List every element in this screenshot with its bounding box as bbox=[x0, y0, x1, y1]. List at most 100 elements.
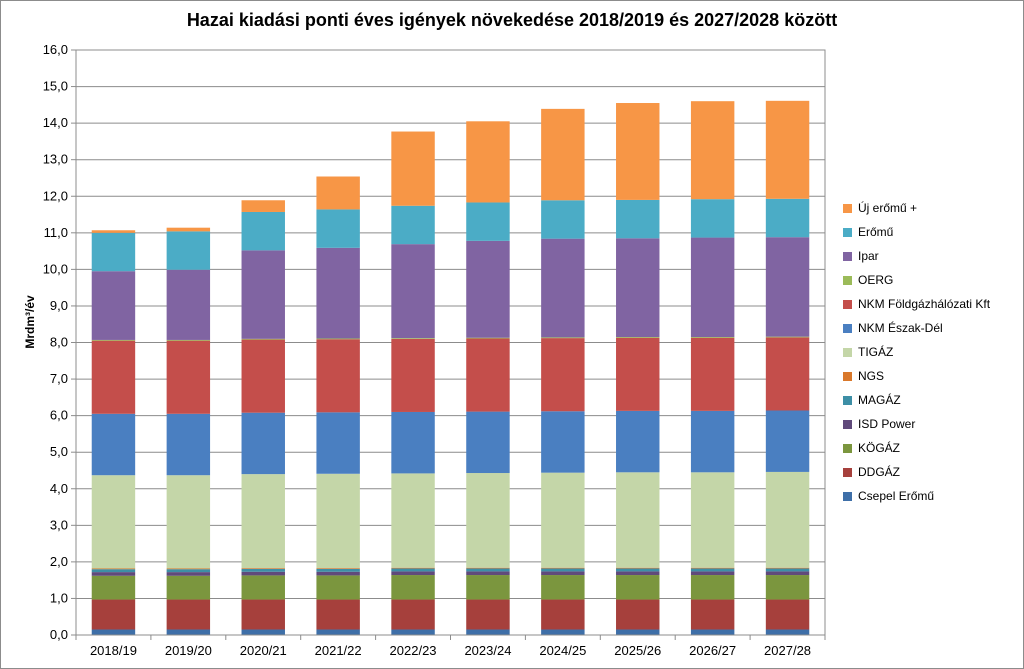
bar-segment bbox=[541, 108, 585, 201]
bar-segment bbox=[166, 575, 211, 600]
bar-segment bbox=[166, 340, 211, 414]
y-tick-label: 13,0 bbox=[43, 152, 68, 167]
bar-segment bbox=[241, 629, 285, 635]
x-tick-label: 2018/19 bbox=[90, 643, 137, 658]
y-tick-label: 15,0 bbox=[43, 79, 68, 94]
bar-segment bbox=[466, 240, 510, 338]
legend-label: MAGÁZ bbox=[858, 393, 901, 407]
y-tick-label: 3,0 bbox=[50, 517, 68, 532]
bar-segment bbox=[91, 271, 136, 340]
bar-segment bbox=[765, 237, 810, 337]
bar-segment bbox=[166, 569, 211, 573]
bar-segment bbox=[765, 575, 810, 600]
bar-segment bbox=[166, 269, 211, 340]
x-tick-label: 2027/28 bbox=[764, 643, 811, 658]
bar-segment bbox=[241, 474, 285, 569]
y-tick-label: 9,0 bbox=[50, 298, 68, 313]
y-tick-label: 10,0 bbox=[43, 261, 68, 276]
legend-swatch bbox=[843, 347, 852, 357]
bar-segment bbox=[466, 202, 510, 241]
bar-segment bbox=[166, 475, 211, 569]
bar-segment bbox=[91, 575, 136, 600]
bar-segment bbox=[616, 103, 660, 200]
bar-segment bbox=[391, 131, 435, 206]
bar-segment bbox=[765, 336, 810, 338]
bar-segment bbox=[316, 568, 360, 569]
bar-segment bbox=[166, 231, 211, 270]
bar-segment bbox=[166, 599, 211, 630]
bar-segment bbox=[166, 227, 211, 232]
legend-label: Erőmű bbox=[858, 225, 894, 239]
y-tick-label: 12,0 bbox=[43, 188, 68, 203]
y-tick-label: 11,0 bbox=[44, 225, 68, 240]
bar-segment bbox=[541, 200, 585, 239]
legend-label: TIGÁZ bbox=[858, 345, 894, 359]
bar-segment bbox=[166, 629, 211, 635]
bar-segment bbox=[466, 629, 510, 635]
legend-label: Új erőmű + bbox=[858, 201, 918, 215]
bar-segment bbox=[541, 575, 585, 600]
bar-segment bbox=[765, 471, 810, 568]
bar-segment bbox=[91, 340, 136, 414]
bar-segment bbox=[690, 472, 735, 568]
bar-segment bbox=[690, 575, 735, 600]
bar-segment bbox=[241, 250, 285, 339]
legend-swatch bbox=[843, 467, 852, 477]
bar-segment bbox=[316, 339, 360, 413]
axes bbox=[71, 49, 826, 640]
bar-segment bbox=[241, 338, 285, 340]
bar-segment bbox=[616, 599, 660, 630]
bar-segment bbox=[765, 567, 810, 569]
bar-segment bbox=[241, 412, 285, 475]
bar-segment bbox=[466, 568, 510, 572]
legend-item: KÖGÁZ bbox=[843, 436, 1023, 460]
bar-segment bbox=[241, 200, 285, 212]
bar-segment bbox=[466, 599, 510, 630]
bar-segment bbox=[91, 230, 136, 233]
legend-label: Csepel Erőmű bbox=[858, 489, 935, 503]
bar-segment bbox=[690, 237, 735, 338]
legend-swatch bbox=[843, 371, 852, 381]
bar-segment bbox=[616, 472, 660, 568]
bar-segment bbox=[690, 337, 735, 338]
y-tick-label: 4,0 bbox=[50, 481, 68, 496]
legend-label: NKM Földgázhálózati Kft bbox=[858, 297, 991, 311]
chart-title: Hazai kiadási ponti éves igények növeked… bbox=[186, 10, 838, 30]
bar-segment bbox=[765, 337, 810, 411]
bar-segment bbox=[391, 599, 435, 630]
legend-item: TIGÁZ bbox=[843, 340, 1023, 364]
bar-segment bbox=[466, 337, 510, 339]
legend-item: NKM Földgázhálózati Kft bbox=[843, 292, 1023, 316]
bar-segment bbox=[316, 209, 360, 248]
x-tick-labels: 2018/19 2019/20 2020/21 2021/22 2022/23 2023/… bbox=[90, 643, 811, 658]
legend-swatch bbox=[843, 203, 852, 213]
bar-segment bbox=[241, 571, 285, 576]
bar-segment bbox=[541, 571, 585, 576]
legend-label: NKM Észak-Dél bbox=[858, 321, 943, 335]
bar-segment bbox=[690, 567, 735, 569]
bar-segment bbox=[616, 629, 660, 635]
legend-item: NGS bbox=[843, 364, 1023, 388]
x-tick-label: 2023/24 bbox=[464, 643, 511, 658]
legend-item: DDGÁZ bbox=[843, 460, 1023, 484]
bar-segment bbox=[166, 572, 211, 576]
bar-segment bbox=[466, 411, 510, 474]
bar-segment bbox=[91, 569, 136, 573]
y-tick-label: 2,0 bbox=[50, 554, 68, 569]
legend-label: DDGÁZ bbox=[858, 465, 900, 479]
bar-segment bbox=[765, 629, 810, 635]
bar-segment bbox=[241, 339, 285, 413]
y-tick-label: 7,0 bbox=[50, 371, 68, 386]
bar-segment bbox=[765, 571, 810, 576]
y-tick-labels: 0,0 1,0 2,0 3,0 4,0 5,0 6,0 7,0 8,0 9,0 10,0 11,0 12… bbox=[43, 42, 68, 642]
bar-segment bbox=[765, 100, 810, 199]
bar-segment bbox=[541, 568, 585, 572]
bar-segment bbox=[91, 572, 136, 576]
bar-segment bbox=[316, 629, 360, 635]
bar-segment bbox=[91, 339, 136, 341]
bar-segment bbox=[91, 568, 136, 570]
legend-swatch bbox=[843, 491, 852, 501]
bar-segment bbox=[391, 244, 435, 339]
bar-segment bbox=[690, 101, 735, 200]
